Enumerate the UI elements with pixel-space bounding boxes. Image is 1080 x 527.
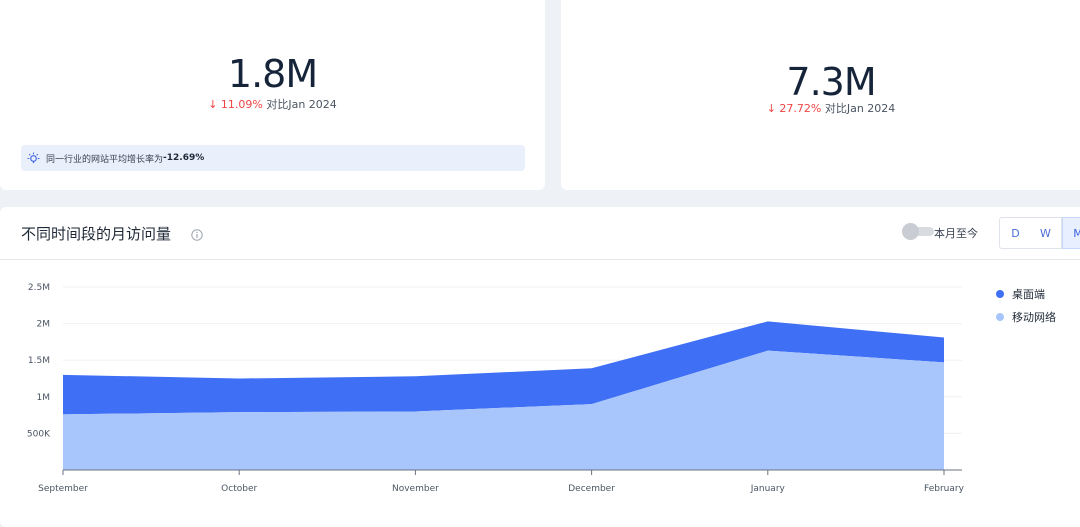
chart-header: 不同时间段的月访问量 本月至今 D W M [0, 207, 1080, 260]
down-arrow-icon: ↓ [766, 102, 776, 115]
legend-item-mobile[interactable]: 移动网络 [996, 309, 1056, 325]
change-compare-label: 对比Jan 2024 [824, 102, 896, 115]
monthly-visits-card: 不同时间段的月访问量 本月至今 D W M 2.5M 2M 1.5M 1M 500K Se… [0, 207, 1080, 527]
change-compare-label: 对比Jan 2024 [266, 98, 337, 111]
industry-tip: 同一行业的网站平均增长率为 -12.69% [21, 145, 525, 171]
metric-card-right: 7.3M ↓ 27.72% 对比Jan 2024 [561, 0, 1080, 190]
toggle-track [908, 227, 934, 236]
x-tick-label: December [568, 484, 615, 494]
down-arrow-icon: ↓ [208, 98, 218, 111]
legend-label: 桌面端 [1012, 288, 1045, 301]
monthly-visits-area-chart: 2.5M 2M 1.5M 1M 500K September October November… [27, 283, 965, 494]
legend-label: 移动网络 [1012, 311, 1056, 324]
metric-value: 1.8M [227, 52, 318, 96]
lightbulb-icon [27, 151, 40, 165]
granularity-month-button[interactable]: M [1062, 217, 1080, 249]
x-tick-label: September [38, 484, 88, 494]
tip-value: -12.69% [163, 153, 205, 163]
toggle-label: 本月至今 [934, 227, 978, 240]
info-icon[interactable] [191, 226, 203, 245]
granularity-day-button[interactable]: D [999, 217, 1032, 249]
legend-item-desktop[interactable]: 桌面端 [996, 286, 1045, 302]
metric-card-left: 1.8M ↓ 11.09% 对比Jan 2024 同一行业的网站平均增长率为 -… [0, 0, 545, 190]
metric-change: ↓ 27.72% 对比Jan 2024 [561, 100, 1080, 116]
x-tick-label: January [750, 484, 786, 494]
legend-dot [996, 313, 1004, 321]
x-tick-label: November [392, 484, 439, 494]
y-tick-label: 1.5M [28, 356, 50, 366]
y-tick-label: 2M [37, 320, 51, 330]
metric-change: ↓ 11.09% 对比Jan 2024 [0, 96, 545, 112]
area-series-desktop [63, 321, 944, 415]
month-to-date-toggle[interactable] [902, 223, 934, 240]
toggle-knob [902, 223, 919, 240]
granularity-week-button[interactable]: W [1030, 217, 1062, 249]
change-percent: 11.09% [220, 98, 263, 111]
area-series-mobile [63, 350, 944, 470]
x-tick-label: October [221, 484, 257, 494]
y-tick-label: 500K [27, 429, 51, 439]
y-tick-label: 2.5M [28, 283, 50, 293]
tip-text: 同一行业的网站平均增长率为 [46, 154, 164, 165]
y-tick-label: 1M [37, 393, 51, 403]
change-percent: 27.72% [779, 102, 822, 115]
legend-dot [996, 290, 1004, 298]
chart-title: 不同时间段的月访问量 [21, 225, 172, 243]
metric-value: 7.3M [786, 60, 876, 104]
x-tick-label: February [924, 484, 965, 494]
